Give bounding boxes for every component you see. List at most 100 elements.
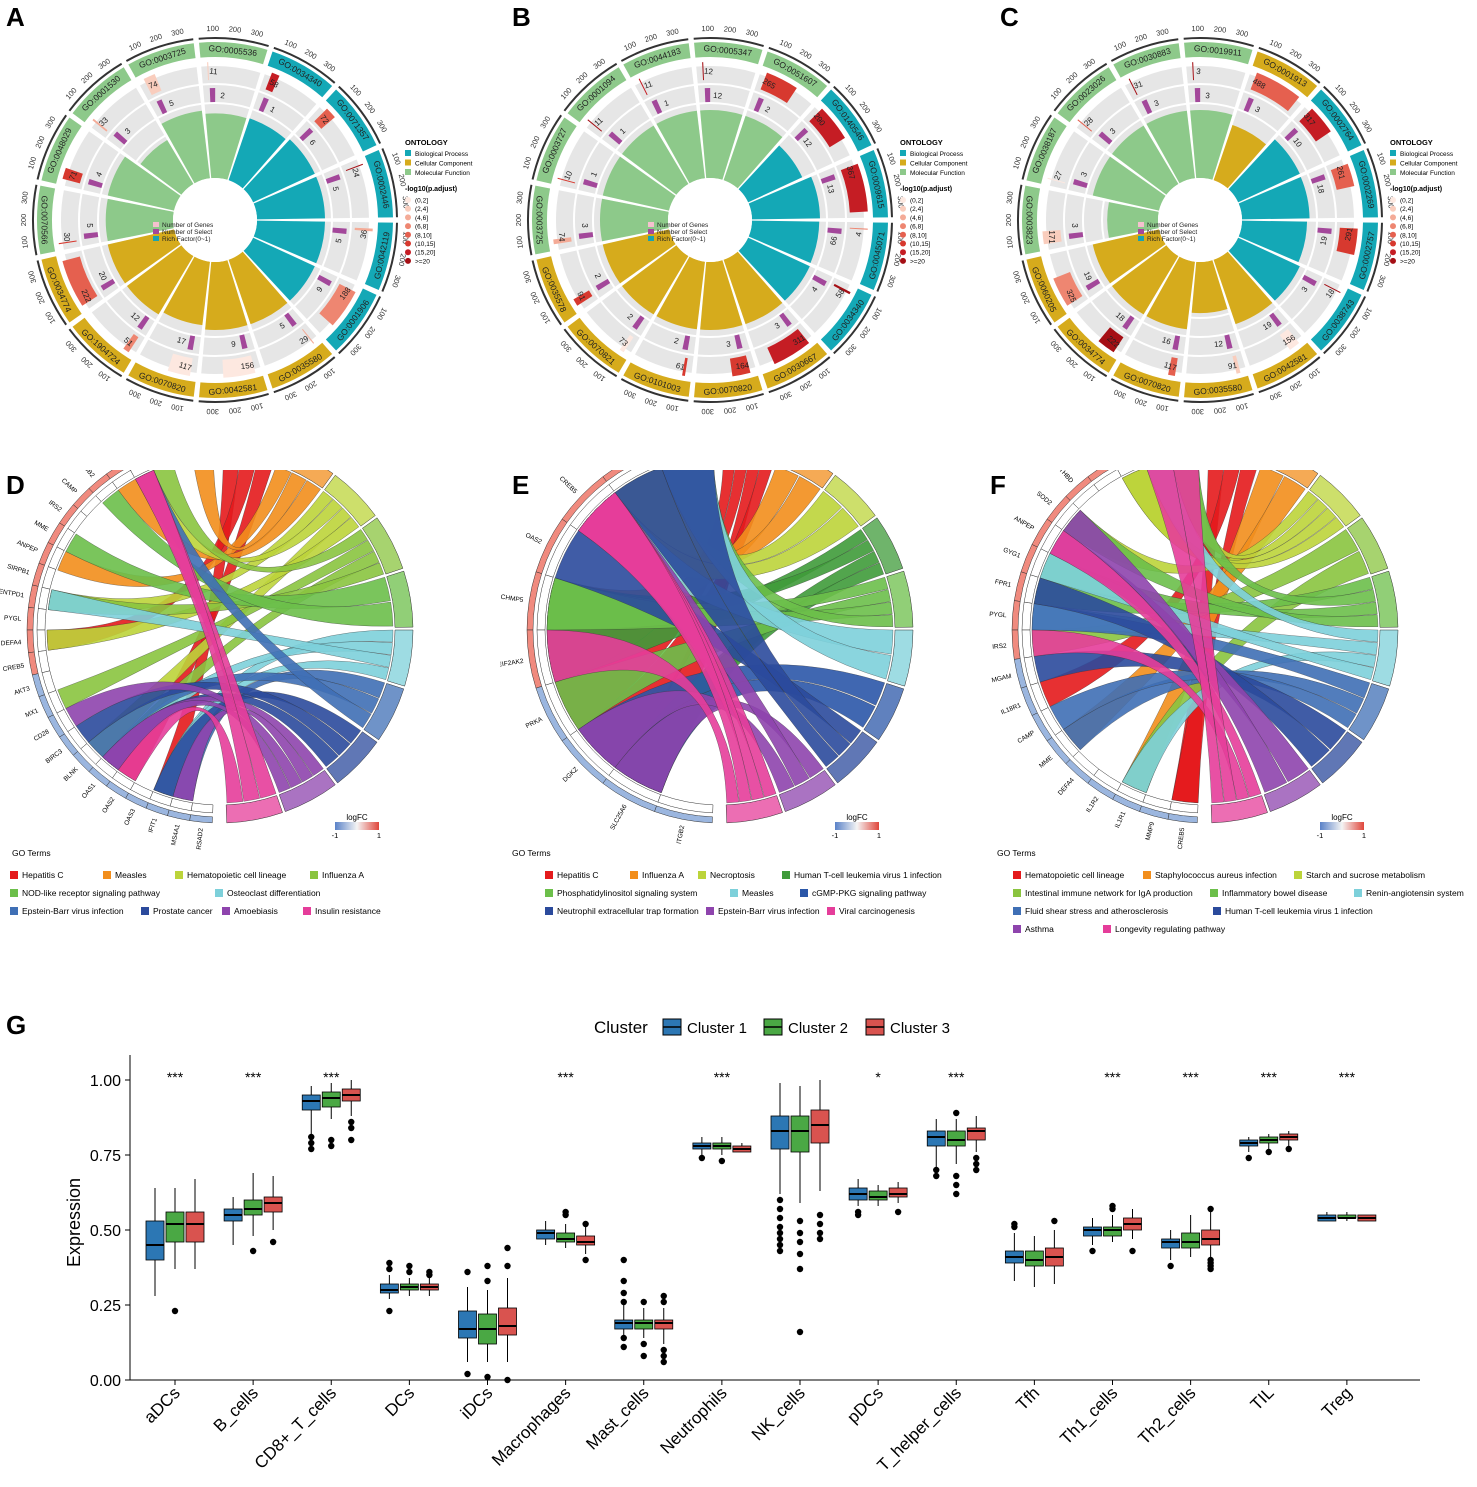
- go-scale-tick: 200: [1288, 379, 1303, 393]
- gene-label: MME: [33, 520, 50, 534]
- box-outlier: [894, 1208, 902, 1216]
- go-term-band: [1022, 185, 1041, 255]
- gene-arc: [38, 542, 54, 566]
- go-scale-tick: 300: [250, 27, 264, 39]
- gene-arc: [32, 673, 45, 698]
- go-scale-tick: 300: [1375, 274, 1388, 289]
- gene-inner-arc: [41, 566, 57, 590]
- rich-factor-bar: [723, 251, 783, 325]
- term-arc: [778, 769, 836, 812]
- go-terms-legend-label: Longevity regulating pathway: [1115, 924, 1226, 934]
- gene-count-label: 156: [240, 361, 255, 371]
- gene-label: AKT3: [13, 685, 31, 697]
- term-arc: [363, 683, 405, 741]
- go-terms-legend-key: [103, 871, 111, 879]
- go-scale-tick: 300: [1386, 196, 1396, 209]
- go-terms-legend-key: [1103, 925, 1111, 933]
- go-scale-tick: 200: [892, 173, 903, 187]
- padj-legend-label: (8,10]: [910, 232, 927, 239]
- select-count-label: 1: [663, 98, 671, 108]
- go-grid-ring: [1189, 314, 1235, 336]
- box-outlier: [776, 1196, 784, 1204]
- select-count-bar: [1269, 312, 1282, 327]
- go-terms-legend-label: Osteoclast differentiation: [227, 888, 321, 898]
- select-count-bar: [284, 312, 297, 327]
- select-count-label: 3: [1079, 170, 1089, 178]
- rich-factor-bar: [1191, 260, 1228, 314]
- go-term-band: [536, 117, 577, 184]
- rich-factor-bar: [126, 245, 194, 315]
- x-tick-label: Th2_cells: [1135, 1383, 1200, 1448]
- gene-count-bar: [1053, 271, 1083, 306]
- gene-arc: [38, 694, 54, 718]
- go-tick-ring: [531, 260, 562, 326]
- gene-count-bar: [167, 353, 193, 376]
- select-count-label: 1: [268, 105, 277, 115]
- go-terms-legend-key: [782, 871, 790, 879]
- go-scale-tick: 100: [390, 151, 403, 166]
- go-scale-tick: 200: [1018, 290, 1031, 305]
- chord-ribbon: [614, 470, 839, 767]
- padj-legend-key: [1390, 231, 1396, 238]
- term-arc: [826, 731, 878, 784]
- go-scale-tick: 100: [622, 39, 637, 52]
- select-count-label: 5: [278, 321, 287, 331]
- significance-mark: ***: [167, 1069, 184, 1085]
- go-scale-tick: 100: [817, 366, 832, 381]
- gene-count-label: 27: [1052, 169, 1064, 181]
- select-count-bar: [753, 97, 764, 113]
- gene-label: MX1: [24, 707, 39, 719]
- gene-label: IL1R2: [1085, 795, 1101, 814]
- go-scale-tick: 200: [528, 135, 541, 150]
- select-count-label: 3: [123, 126, 133, 136]
- select-count-bar: [1302, 274, 1317, 287]
- go-terms-legend-key: [1013, 871, 1021, 879]
- gene-arc: [59, 733, 79, 756]
- gene-label: THBD: [1057, 470, 1074, 485]
- go-scale-tick: 100: [1028, 310, 1042, 325]
- go-terms-legend-label: Measles: [115, 870, 147, 880]
- padj-legend-label: (2,4]: [1400, 206, 1413, 213]
- box-outlier: [660, 1292, 667, 1300]
- rich-factor-bar: [243, 139, 315, 203]
- padj-legend-key: [1390, 223, 1396, 230]
- significance-mark: ***: [1339, 1069, 1356, 1085]
- chord-ribbon: [1147, 470, 1224, 804]
- go-terms-legend-label: Neutrophil extracellular trap formation: [557, 906, 699, 916]
- box-outlier: [698, 1154, 706, 1162]
- go-terms-legend-key: [545, 907, 553, 915]
- significance-mark: ***: [1182, 1069, 1199, 1085]
- gene-arc: [125, 792, 149, 809]
- gene-count-bar: [557, 177, 576, 184]
- go-scale-tick: 100: [896, 231, 906, 244]
- go-scale-tick: 300: [1360, 119, 1374, 134]
- padj-legend-label: (0,2]: [1400, 198, 1413, 205]
- gene-inner-arc: [1023, 656, 1039, 686]
- go-scale-tick: 100: [778, 38, 793, 51]
- select-count-label: 9: [231, 339, 237, 348]
- go-terms-legend-key: [706, 907, 714, 915]
- go-scale-tick: 100: [322, 366, 337, 381]
- gene-label: CAMP: [1016, 729, 1036, 745]
- center-legend-label: Rich Factor(0~1): [162, 236, 211, 243]
- gene-inner-arc: [1142, 794, 1172, 810]
- go-term-band: [72, 317, 132, 373]
- gene-inner-arc: [190, 802, 214, 814]
- box-outlier: [308, 1139, 315, 1147]
- gene-count-bar: [767, 329, 810, 365]
- ontology-legend-label: Molecular Function: [910, 170, 965, 177]
- x-tick-label: Treg: [1318, 1383, 1356, 1421]
- go-terms-legend-label: Hepatitis C: [22, 870, 64, 880]
- padj-legend-key: [1390, 257, 1396, 264]
- padj-legend-label: (6,8]: [1400, 224, 1413, 231]
- center-legend-key: [1138, 222, 1144, 227]
- box-outlier: [776, 1214, 784, 1222]
- go-scale-tick: 200: [33, 135, 46, 150]
- center-legend-key: [1138, 229, 1144, 234]
- padj-legend-key: [405, 205, 411, 212]
- logfc-legend-title: logFC: [846, 813, 868, 822]
- go-grid-ring: [586, 302, 640, 353]
- gene-count-bar: [702, 62, 704, 81]
- go-scale-tick: 200: [514, 214, 523, 227]
- gene-arc: [28, 584, 39, 609]
